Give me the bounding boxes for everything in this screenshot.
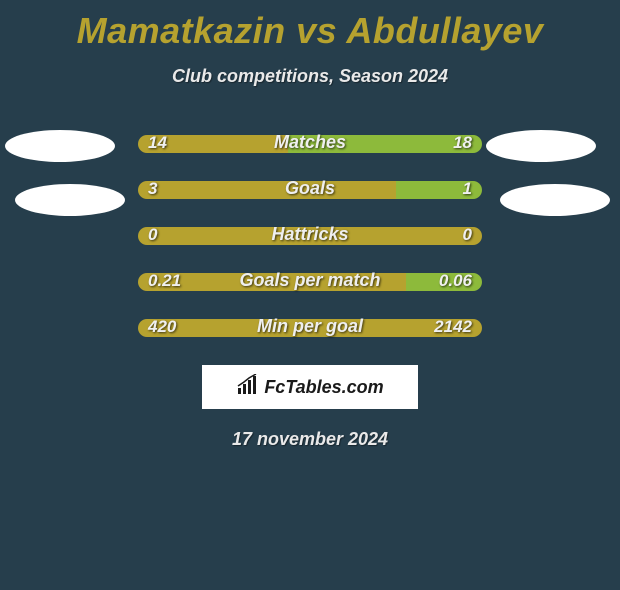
comparison-subtitle: Club competitions, Season 2024 xyxy=(0,66,620,87)
metric-label: Min per goal xyxy=(138,316,482,337)
avatar-oval xyxy=(486,130,596,162)
stat-row: 00Hattricks xyxy=(0,227,620,245)
comparison-title: Mamatkazin vs Abdullayev xyxy=(0,10,620,52)
chart-icon xyxy=(236,374,260,401)
metric-label: Goals per match xyxy=(138,270,482,291)
stats-rows: 1418Matches31Goals00Hattricks0.210.06Goa… xyxy=(0,135,620,337)
stat-row: 4202142Min per goal xyxy=(0,319,620,337)
snapshot-date: 17 november 2024 xyxy=(0,429,620,450)
metric-label: Goals xyxy=(138,178,482,199)
avatar-oval xyxy=(500,184,610,216)
avatar-oval xyxy=(5,130,115,162)
logo-text: FcTables.com xyxy=(264,377,383,398)
metric-label: Matches xyxy=(138,132,482,153)
stat-row: 0.210.06Goals per match xyxy=(0,273,620,291)
avatar-oval xyxy=(15,184,125,216)
logo-box: FcTables.com xyxy=(202,365,418,409)
metric-label: Hattricks xyxy=(138,224,482,245)
